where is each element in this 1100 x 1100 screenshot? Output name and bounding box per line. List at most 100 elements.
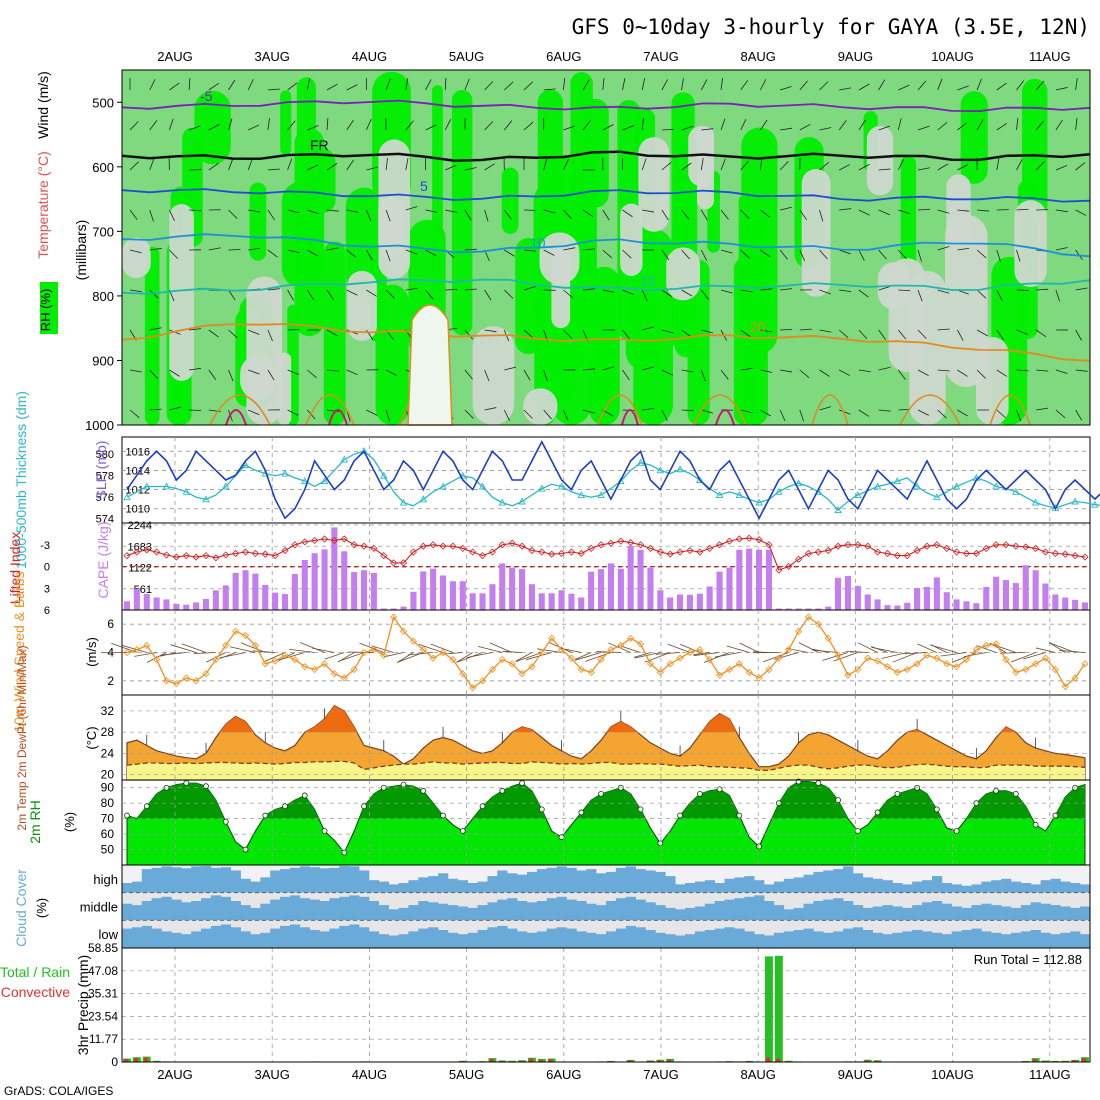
wind-barb <box>858 209 870 216</box>
wind-barb <box>838 329 849 339</box>
temp-tick-label: 28 <box>101 725 115 739</box>
isotherm-line <box>121 99 1091 113</box>
li-point <box>172 553 180 561</box>
wind-speed-point <box>390 613 398 621</box>
li-point <box>696 548 704 556</box>
li-point <box>548 550 556 558</box>
wind-barb <box>799 80 808 91</box>
rh2m-point <box>696 791 703 797</box>
cloud-cell <box>428 927 439 949</box>
surface-wind-barb <box>537 648 562 653</box>
wind-barb <box>1055 289 1060 302</box>
cloud-cell <box>230 901 241 921</box>
wind-barb <box>720 289 733 294</box>
wind-barb <box>189 209 202 212</box>
cloud-cell <box>862 907 873 921</box>
wind-barb <box>780 369 793 373</box>
rh-dry-cell <box>122 237 151 279</box>
wind-barb <box>858 163 870 171</box>
wind-barb <box>799 409 805 422</box>
wind-barb <box>641 118 644 131</box>
cloud-cell <box>388 935 399 948</box>
slp-axis-label: SLP (mb) <box>93 441 109 500</box>
isotherm-label: 5 <box>420 178 428 194</box>
cloud-cell <box>645 902 656 921</box>
wind-barb <box>779 86 792 91</box>
cloud-cell <box>191 931 202 948</box>
wind-barb <box>779 161 789 171</box>
cape-bar <box>449 581 456 610</box>
surface-wind-barb <box>466 652 493 658</box>
cape-bar <box>1081 602 1088 610</box>
wind-barb <box>247 79 254 91</box>
cloud-cell <box>724 899 735 921</box>
wind-barb <box>248 247 261 251</box>
cape-bar <box>637 549 644 610</box>
cloud-cell <box>319 931 330 948</box>
cape-bar <box>627 546 634 610</box>
li-point <box>212 554 220 562</box>
cloud-cell <box>596 934 607 948</box>
cape-bar <box>1022 565 1029 610</box>
wind-barb <box>917 125 930 131</box>
cloud-cell <box>260 903 271 921</box>
wind-barb <box>208 123 220 131</box>
cloud-cell <box>507 898 518 921</box>
cloud-cell <box>428 876 439 893</box>
li-point <box>478 552 487 560</box>
cloud-cell <box>566 867 577 893</box>
surface-wind-barb <box>1035 647 1056 653</box>
cape-bar <box>430 568 437 610</box>
wind-barb <box>819 127 832 131</box>
cape-bar <box>410 591 417 610</box>
surface-wind-barb <box>940 652 967 657</box>
thickness-tick-label: 576 <box>96 492 114 504</box>
wind-barb <box>267 118 270 131</box>
rh2m-point <box>894 791 901 797</box>
wind-barb <box>779 249 788 260</box>
wind-barb <box>937 163 949 171</box>
cloud-cell <box>280 925 291 948</box>
wind-barb <box>740 329 751 338</box>
wind-speed-point <box>943 660 951 668</box>
cloud-cell <box>240 931 251 948</box>
wind-barb <box>839 87 852 91</box>
surface-wind-barb <box>146 652 167 663</box>
wind-speed-point <box>488 665 496 674</box>
li-point <box>1032 544 1040 552</box>
wind-barb <box>287 249 300 254</box>
cape-bar <box>825 606 832 610</box>
cloud-cell <box>438 873 449 893</box>
cloud-cell <box>1001 934 1012 948</box>
wind-speed-point <box>597 656 605 664</box>
cloud-cell <box>823 899 834 921</box>
precip-total-label: Total / Rain <box>0 964 70 980</box>
wind-barb <box>464 167 477 171</box>
cloud-cell <box>941 883 952 893</box>
surface-wind-barb <box>515 652 542 663</box>
pressure-tick-label: 1000 <box>85 418 114 433</box>
wind-barb <box>582 409 595 414</box>
cape-bar <box>1002 580 1009 610</box>
wind-barb <box>957 409 968 417</box>
pressure-tick-label: 800 <box>92 289 114 304</box>
cloud-cell <box>833 898 844 921</box>
cape-bar <box>380 608 387 610</box>
cloud-cell <box>872 878 883 893</box>
wind-barb <box>464 329 473 340</box>
wind-speed-point <box>775 654 783 662</box>
wind-speed-point <box>804 613 813 621</box>
wind-barb <box>839 409 851 415</box>
wind-barb <box>405 120 414 131</box>
precip-convective-label: Convective <box>1 984 70 1000</box>
top-date-tick: 3AUG <box>254 49 289 64</box>
cloud-cell <box>606 901 617 921</box>
cloud-cell <box>536 931 548 948</box>
cloud-cell <box>181 902 192 921</box>
wind-speed-point <box>903 665 911 674</box>
cloud-cell <box>685 934 696 948</box>
wind-barb <box>1055 119 1063 131</box>
wind-barb <box>287 120 296 131</box>
warm-pocket-line <box>811 394 849 426</box>
wind-barb <box>917 249 922 262</box>
